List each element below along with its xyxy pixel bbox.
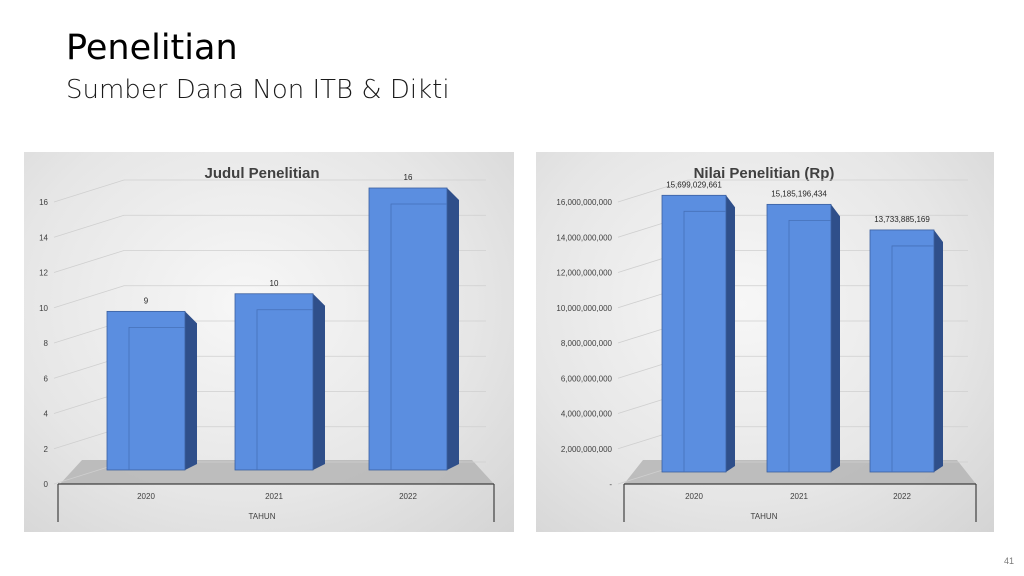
chart-judul-penelitian-svg: Judul Penelitian 0 2 4 6 8 10 12 14 16 9 2020 10 2021… (39, 165, 495, 522)
y-tick-label: 0 (44, 480, 49, 489)
data-label: 16 (404, 173, 413, 182)
x-tick-label: 2020 (685, 492, 703, 501)
chart-title: Judul Penelitian (204, 165, 319, 182)
y-tick-label: 10,000,000,000 (556, 304, 612, 313)
slide-subtitle: Sumber Dana Non ITB & Dikti (66, 75, 450, 105)
bar-inner-edge (256, 309, 313, 470)
x-tick-label: 2022 (399, 492, 417, 501)
gridline (53, 250, 486, 273)
bar-side (185, 311, 197, 470)
y-tick-label: 8,000,000,000 (561, 339, 613, 348)
gridline (53, 285, 486, 309)
bar-side (313, 293, 325, 470)
bar (234, 293, 314, 471)
chart-nilai-penelitian: Nilai Penelitian (Rp) - 2,000,000,000 4,000… (536, 152, 994, 532)
data-label: 9 (144, 296, 149, 305)
y-tick-label: 6,000,000,000 (561, 374, 613, 383)
y-tick-label: 2 (44, 445, 49, 454)
page-number: 41 (1003, 556, 1014, 566)
bar (106, 310, 186, 471)
y-tick-label: 2,000,000,000 (561, 445, 613, 454)
data-label: 15,699,029,661 (666, 180, 722, 189)
chart-judul-penelitian: Judul Penelitian 0 2 4 6 8 10 12 14 16 9 2020 10 2021… (24, 152, 514, 532)
gridline (53, 179, 486, 203)
bar-side (934, 229, 943, 472)
x-tick-label: 2020 (137, 492, 155, 501)
x-tick-label: 2021 (265, 492, 283, 501)
x-tick-label: 2021 (790, 492, 808, 501)
bar (869, 229, 935, 473)
chart-title: Nilai Penelitian (Rp) (694, 165, 835, 182)
y-tick-label: 14,000,000,000 (556, 233, 612, 242)
bar (766, 203, 832, 473)
x-axis-title: TAHUN (249, 512, 276, 521)
gridline (617, 179, 968, 203)
bar (368, 187, 448, 471)
bar-inner-edge (390, 203, 447, 470)
y-tick-label: 8 (44, 339, 49, 348)
bar-inner-edge (788, 219, 831, 472)
slide-title: Penelitian (66, 28, 238, 68)
gridline (53, 214, 486, 238)
y-tick-label: 6 (44, 374, 49, 383)
x-axis-title: TAHUN (751, 512, 778, 521)
data-label: 10 (270, 279, 279, 288)
x-tick-label: 2022 (893, 492, 911, 501)
y-tick-label: 4,000,000,000 (561, 410, 613, 419)
bar-side (447, 188, 459, 470)
y-tick-label: - (609, 480, 612, 489)
bar-inner-edge (683, 210, 726, 472)
y-tick-label: 16,000,000,000 (556, 198, 612, 207)
bar (661, 194, 727, 473)
y-tick-label: 12,000,000,000 (556, 269, 612, 278)
bar-side (831, 204, 840, 473)
bar-inner-edge (128, 326, 185, 470)
data-label: 13,733,885,169 (874, 215, 930, 224)
y-tick-label: 12 (39, 269, 48, 278)
y-tick-label: 4 (44, 410, 49, 419)
bar-inner-edge (891, 245, 934, 472)
chart-nilai-penelitian-svg: Nilai Penelitian (Rp) - 2,000,000,000 4,000… (556, 165, 977, 522)
y-tick-label: 14 (39, 233, 48, 242)
y-tick-label: 10 (39, 304, 48, 313)
bar-side (726, 195, 735, 472)
data-label: 15,185,196,434 (771, 189, 827, 198)
y-tick-label: 16 (39, 198, 48, 207)
